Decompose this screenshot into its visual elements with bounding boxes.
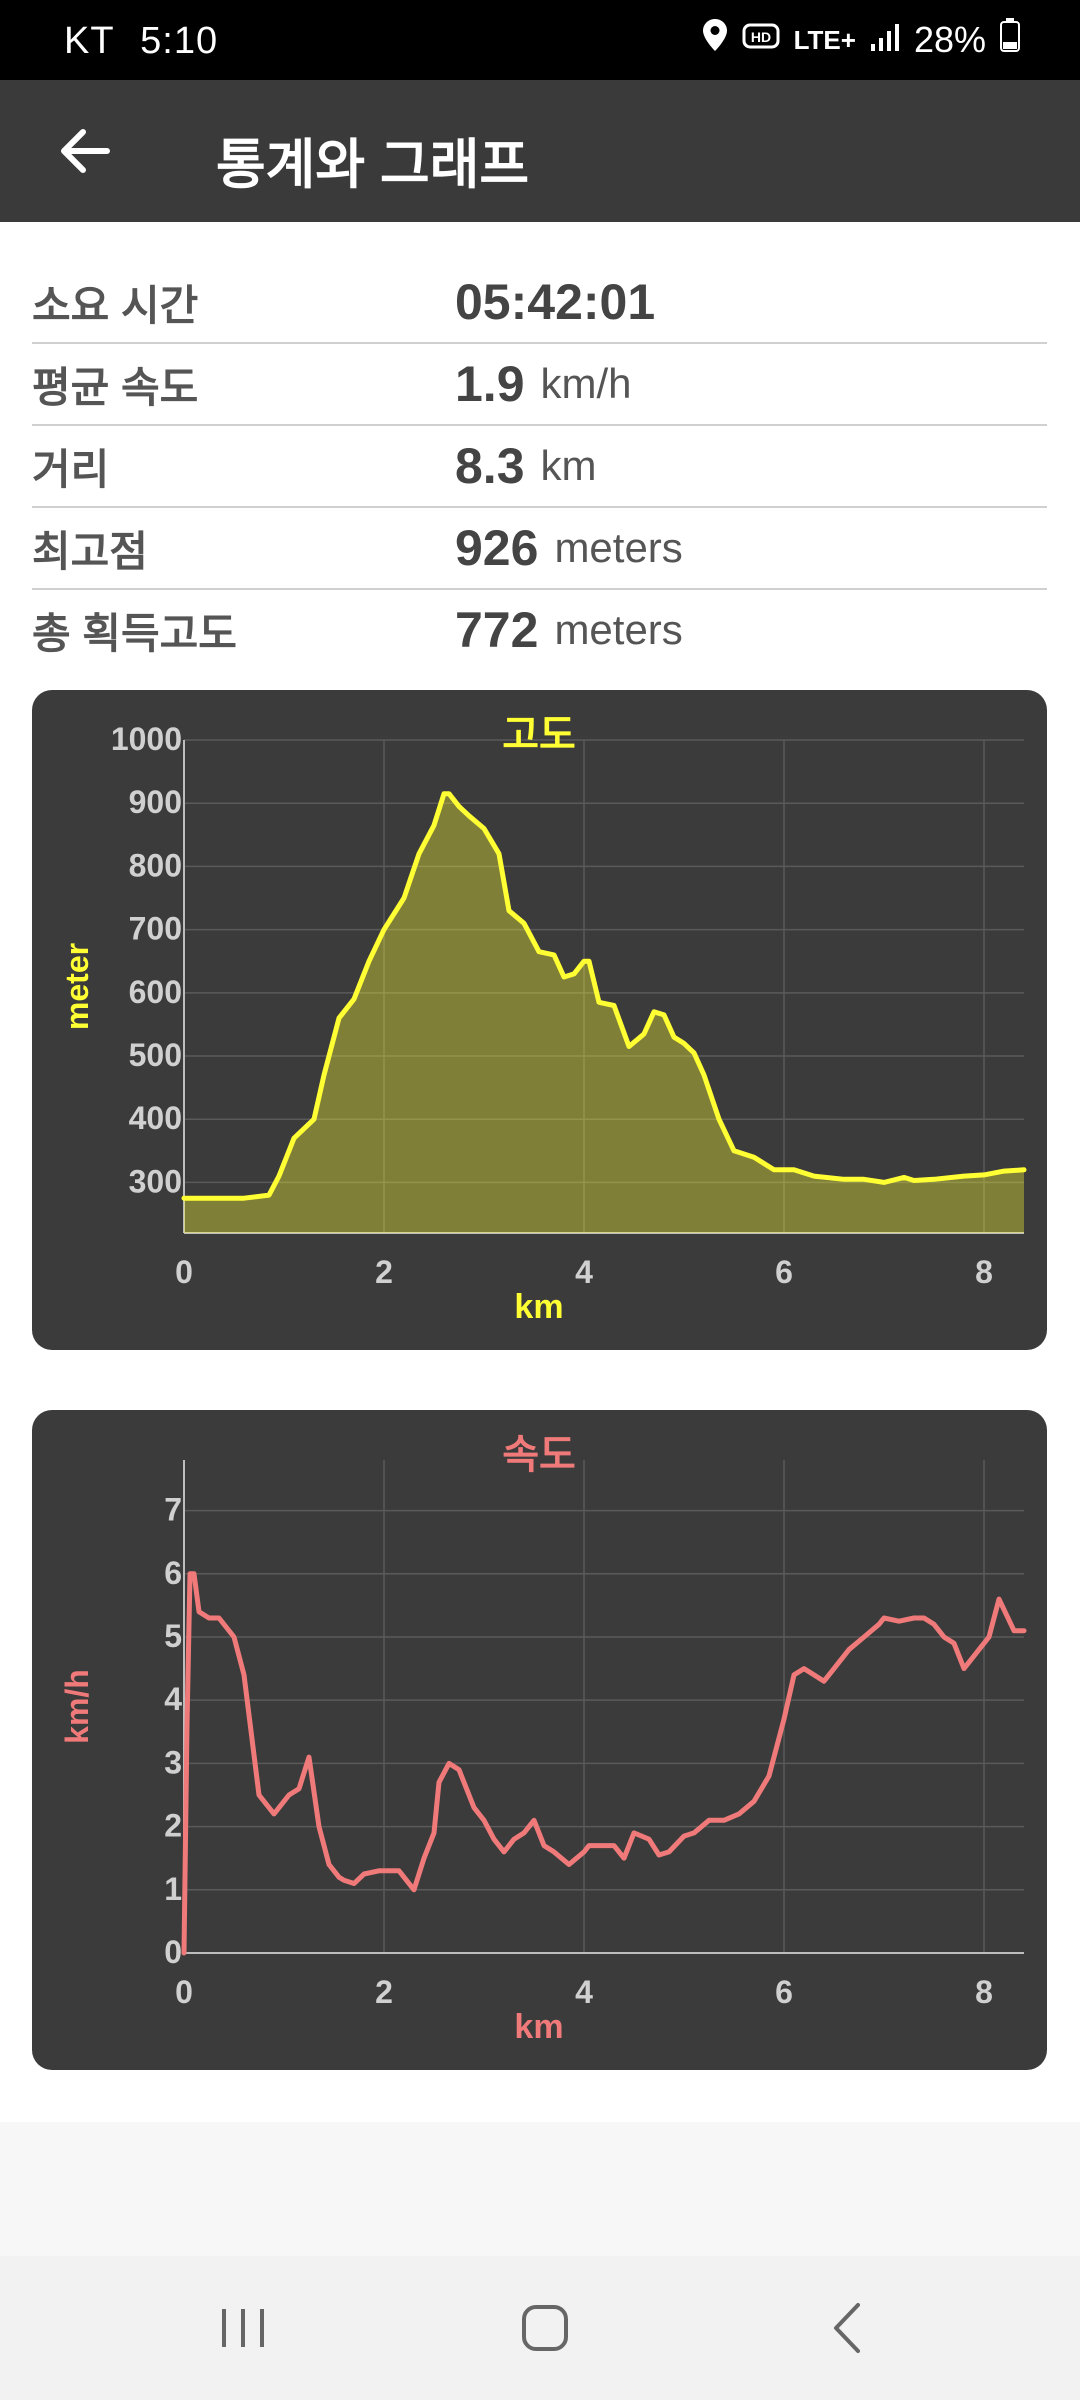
status-bar-right: HD LTE+ 28%	[702, 18, 1020, 61]
x-axis-label: km	[514, 1288, 563, 1326]
stat-value: 926	[455, 520, 539, 576]
stat-row-distance: 거리 8.3 km	[32, 426, 1047, 508]
home-button[interactable]	[485, 2288, 605, 2368]
stat-label: 최고점	[32, 527, 148, 575]
y-tick-label: 4	[164, 1681, 182, 1717]
y-tick-label: 600	[129, 974, 182, 1010]
system-nav-bar	[0, 2256, 1080, 2400]
series-area	[184, 793, 1024, 1233]
x-tick-label: 8	[975, 1254, 993, 1290]
y-tick-label: 2	[164, 1808, 182, 1844]
stat-row-duration: 소요 시간 05:42:01	[32, 262, 1047, 344]
home-icon	[522, 2305, 568, 2351]
x-tick-label: 2	[375, 1254, 393, 1290]
speed-chart-card: 0 1 2 3 4 5 6 7 0 2 4 6 8 속도 km km/h	[32, 1410, 1047, 2070]
y-tick-label: 6	[164, 1555, 182, 1591]
recent-apps-button[interactable]	[183, 2288, 303, 2368]
y-axis-label: meter	[59, 943, 95, 1030]
clock: 5:10	[140, 20, 219, 62]
x-tick-label: 8	[975, 1974, 993, 2010]
stat-unit: km/h	[540, 360, 632, 407]
y-tick-label: 500	[129, 1037, 182, 1073]
x-tick-label: 6	[775, 1974, 793, 2010]
x-tick-label: 4	[575, 1974, 593, 2010]
stat-unit: km	[540, 442, 597, 489]
x-axis-label: km	[514, 2008, 563, 2046]
y-tick-label: 7	[164, 1492, 182, 1528]
chart-title: 속도	[502, 1433, 576, 1477]
altitude-chart-card: 300 400 500 600 700 800 900 1000 0 2 4 6 8 고도 km meter	[32, 690, 1047, 1350]
page-title: 통계와 그래프	[216, 135, 530, 195]
chart-title: 고도	[502, 713, 576, 757]
y-tick-label: 900	[129, 784, 182, 820]
x-tick-label: 2	[375, 1974, 393, 2010]
y-tick-label: 300	[129, 1163, 182, 1199]
stat-value: 05:42:01	[455, 274, 656, 330]
stat-value: 772	[455, 602, 539, 658]
lte-icon: LTE+	[793, 24, 856, 55]
stat-unit: meters	[554, 524, 683, 571]
recent-apps-icon	[222, 2309, 264, 2347]
y-axis-label: km/h	[59, 1669, 95, 1744]
series-line	[181, 791, 1027, 1201]
stat-row-avg-speed: 평균 속도 1.9 km/h	[32, 344, 1047, 426]
hd-voice-icon: HD	[742, 19, 780, 61]
stats-table: 소요 시간 05:42:01 평균 속도 1.9 km/h 거리 8.3 km …	[32, 262, 1047, 670]
stat-row-max-altitude: 최고점 926 meters	[32, 508, 1047, 590]
status-bar-left: KT 5:10	[64, 20, 232, 63]
altitude-chart: 300 400 500 600 700 800 900 1000 0 2 4 6 8 고도 km meter	[59, 713, 1027, 1326]
battery-icon	[1000, 18, 1020, 61]
x-tick-label: 0	[175, 1974, 193, 2010]
y-tick-label: 3	[164, 1744, 182, 1780]
app-bar: 통계와 그래프	[0, 80, 1080, 222]
arrow-left-icon	[61, 129, 110, 173]
stat-label: 총 획득고도	[32, 609, 237, 657]
x-tick-label: 6	[775, 1254, 793, 1290]
x-tick-label: 0	[175, 1254, 193, 1290]
y-tick-label: 0	[164, 1934, 182, 1970]
location-icon	[702, 18, 728, 61]
y-tick-label: 400	[129, 1100, 182, 1136]
series-line	[181, 1571, 1027, 1956]
svg-text:HD: HD	[750, 29, 770, 45]
system-back-button[interactable]	[788, 2288, 908, 2368]
speed-chart: 0 1 2 3 4 5 6 7 0 2 4 6 8 속도 km km/h	[59, 1433, 1027, 2046]
chevron-left-icon	[834, 2303, 860, 2353]
y-tick-label: 1000	[111, 721, 182, 757]
stat-label: 소요 시간	[32, 281, 199, 329]
x-tick-label: 4	[575, 1254, 593, 1290]
battery-percent: 28%	[913, 18, 986, 60]
stat-row-elevation-gain: 총 획득고도 772 meters	[32, 590, 1047, 670]
carrier-label: KT	[64, 20, 115, 62]
stat-unit: meters	[554, 606, 683, 653]
y-tick-label: 5	[164, 1618, 182, 1654]
stat-label: 거리	[32, 445, 110, 493]
y-tick-label: 800	[129, 847, 182, 883]
y-tick-label: 1	[164, 1871, 182, 1907]
y-tick-label: 700	[129, 911, 182, 947]
stat-value: 1.9	[455, 356, 525, 412]
statistics-content: 소요 시간 05:42:01 평균 속도 1.9 km/h 거리 8.3 km …	[0, 222, 1080, 2122]
stat-value: 8.3	[455, 438, 525, 494]
signal-icon	[870, 19, 900, 61]
back-button[interactable]	[40, 106, 130, 196]
stat-label: 평균 속도	[32, 363, 199, 411]
status-bar: KT 5:10 HD LTE+ 28%	[0, 0, 1080, 80]
